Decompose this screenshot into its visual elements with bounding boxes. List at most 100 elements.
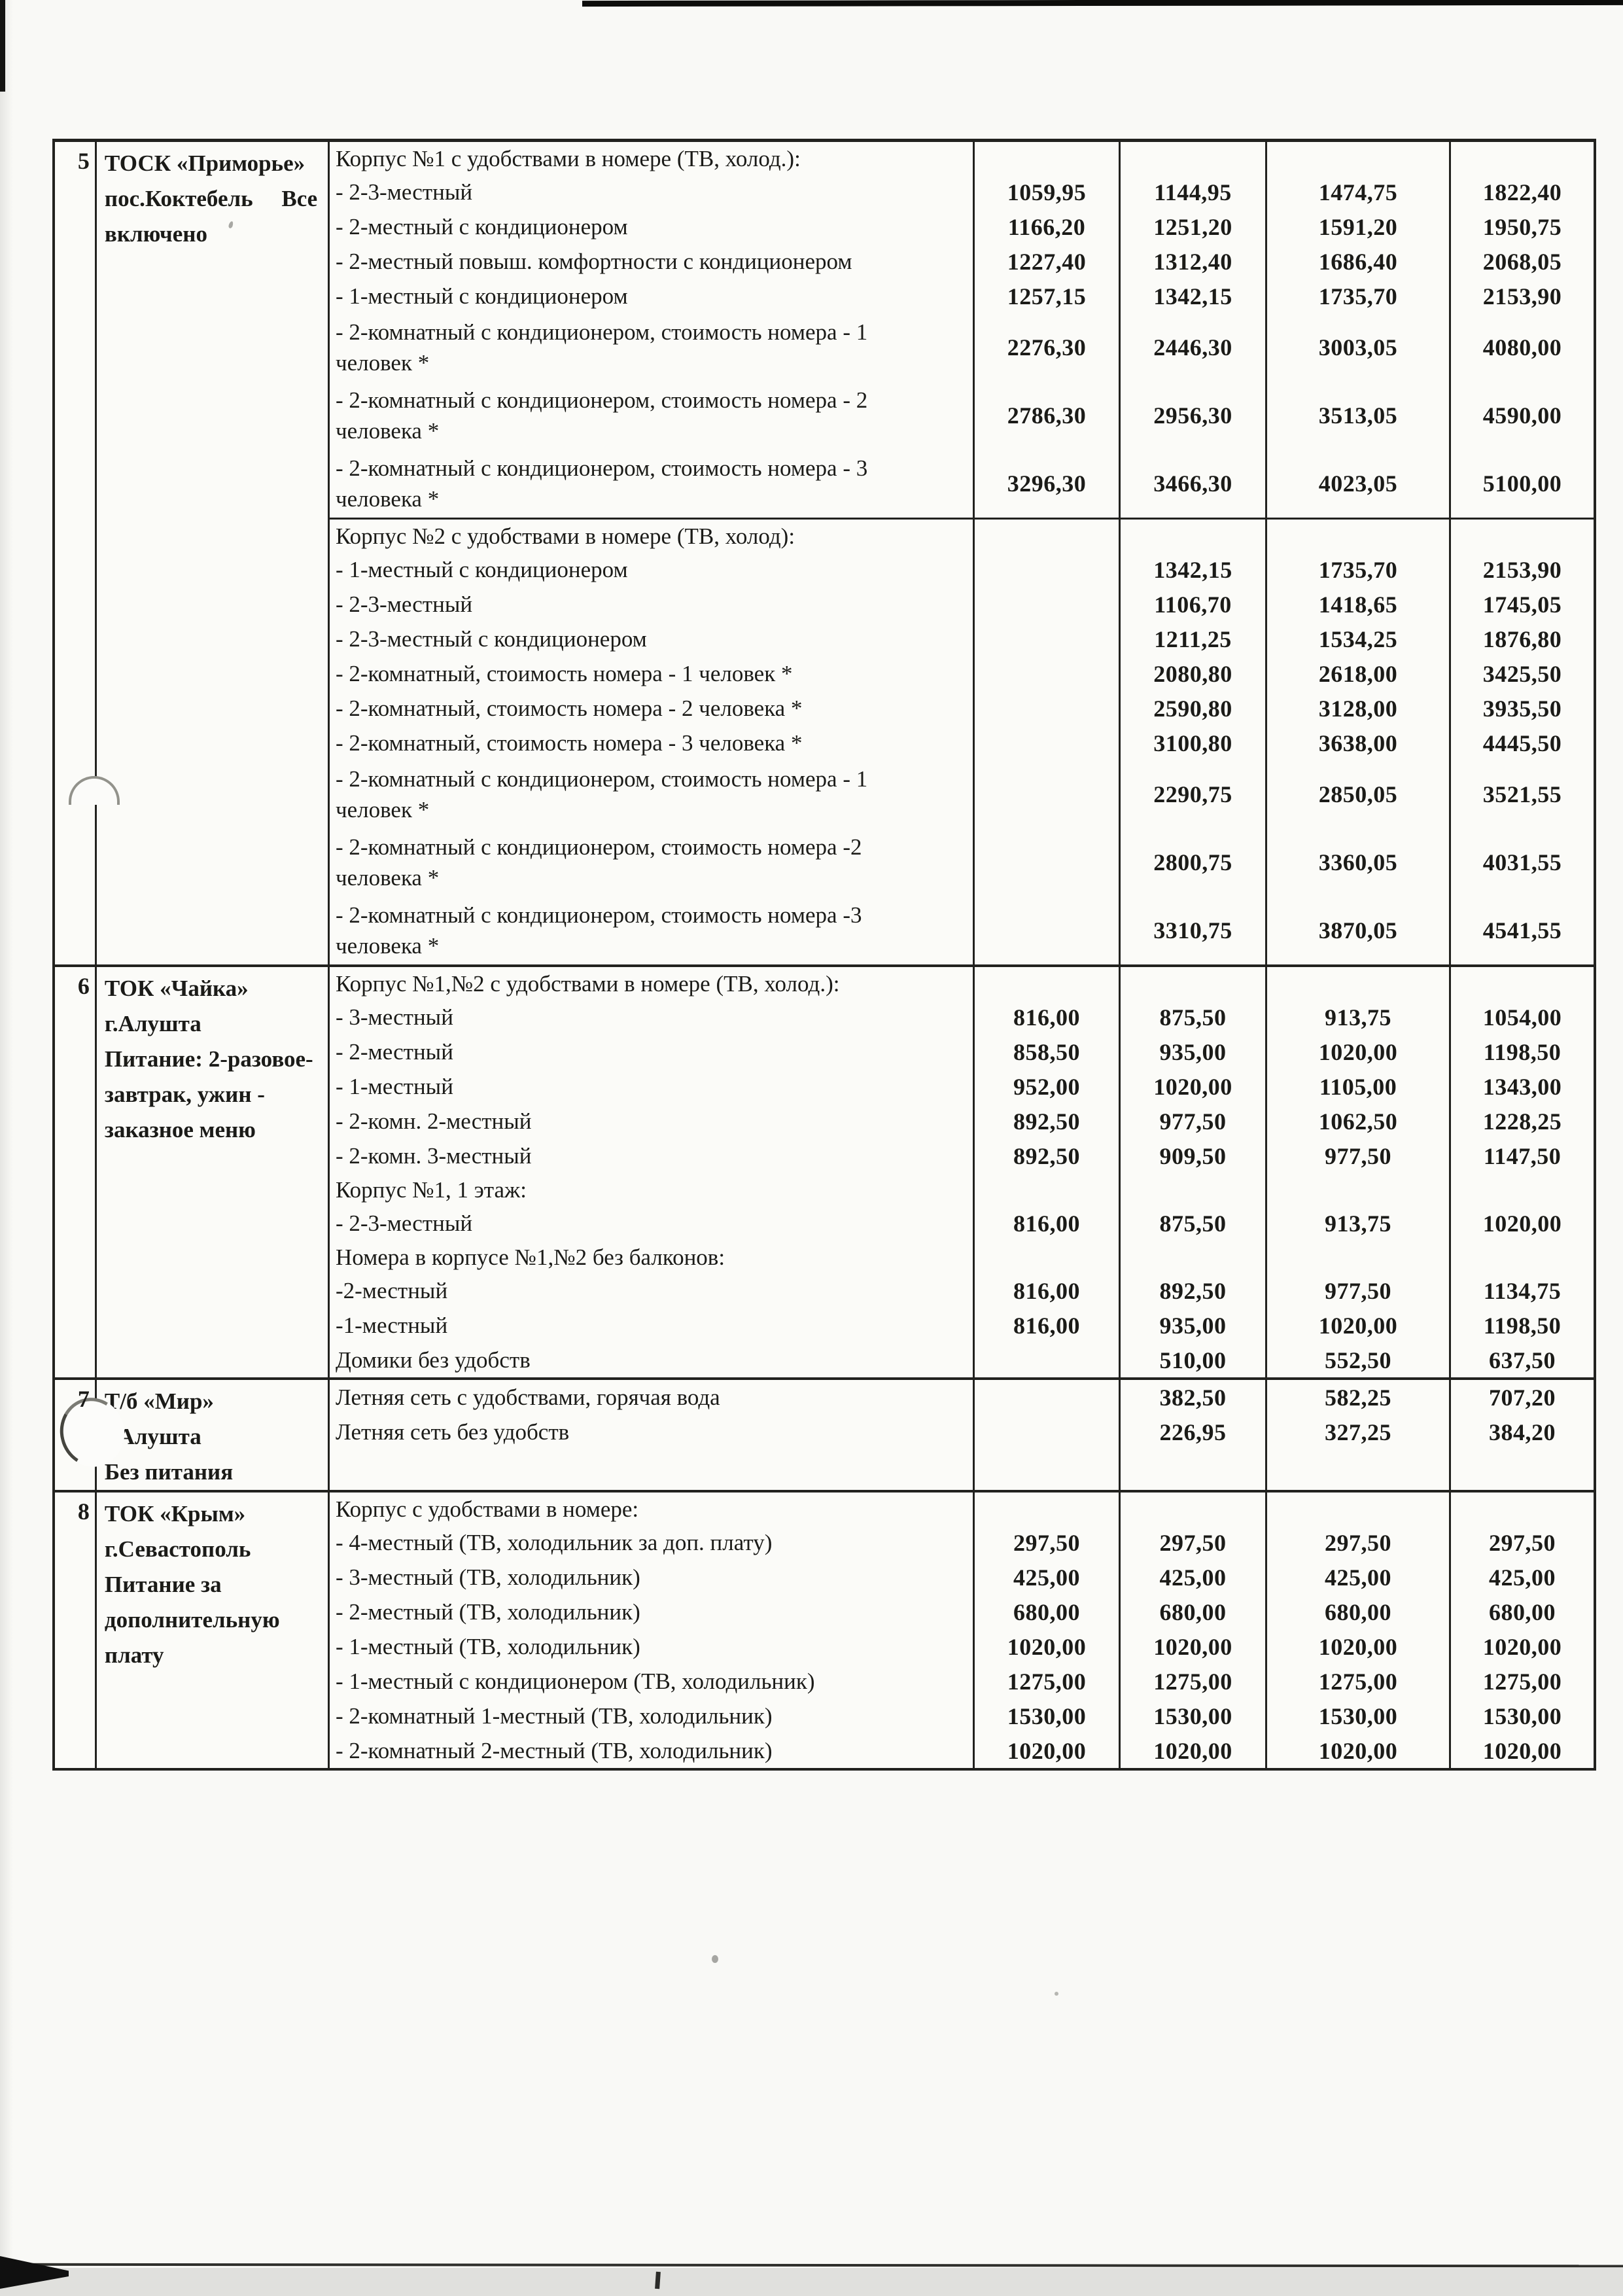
price-cell: 858,50: [975, 1034, 1121, 1069]
price-cell: [975, 587, 1121, 622]
price-cell: 875,50: [1121, 1206, 1267, 1241]
price-cell: 952,00: [975, 1069, 1121, 1104]
price-cell: [1267, 967, 1451, 1000]
price-row: - 2-комн. 2-местный 892,50 977,50 1062,50 12…: [330, 1104, 1594, 1139]
price-cell: 2800,75: [1121, 828, 1267, 896]
room-type-label: - 2-3-местный с кондиционером: [330, 622, 975, 656]
subheader-row: Корпус №2 с удобствами в номере (ТВ, хол…: [330, 518, 1594, 552]
table-section-8: 8 ТОК «Крым» г.Севастополь Питание за дополн…: [55, 1490, 1594, 1768]
price-cell: [1451, 1492, 1594, 1525]
price-row: - 2-3-местный 1106,70 1418,65 1745,05: [330, 587, 1594, 622]
resort-name-line: заказное меню: [104, 1117, 256, 1142]
price-cell: [975, 1380, 1121, 1415]
price-row: - 1-местный с кондиционером 1342,15 1735,7…: [330, 552, 1594, 587]
subheader-row: Корпус №1,№2 с удобствами в номере (ТВ, …: [330, 967, 1594, 1000]
room-type-label: Домики без удобств: [330, 1343, 975, 1377]
price-cell: 680,00: [1121, 1595, 1267, 1629]
price-cell: 425,00: [1121, 1560, 1267, 1595]
price-cell: 1591,20: [1267, 209, 1451, 244]
price-cell: [1121, 967, 1267, 1000]
filler-cell: [975, 1449, 1121, 1490]
subheader-row: Номера в корпусе №1,№2 без балконов:: [330, 1241, 1594, 1273]
price-cell: 2446,30: [1121, 313, 1267, 381]
price-cell: 1198,50: [1483, 1312, 1562, 1339]
price-cell: 1020,00: [1121, 1733, 1267, 1768]
price-cell: 1257,15: [975, 279, 1121, 313]
row-number-cell: 5: [55, 142, 97, 964]
price-cell: 935,00: [1121, 1308, 1267, 1343]
price-cell: 816,00: [975, 1206, 1121, 1241]
building-subheader: Корпус №2 с удобствами в номере (ТВ, хол…: [330, 520, 975, 552]
price-cell: 3521,55: [1482, 781, 1562, 807]
section-rows: Корпус №1 с удобствами в номере (ТВ, хол…: [330, 142, 1594, 964]
resort-name-line: включено: [104, 221, 207, 247]
price-cell: 1020,00: [1121, 1629, 1267, 1664]
resort-name-cell: Т/б «Мир» г.Алушта Без питания: [97, 1380, 330, 1490]
price-cell: 1054,00: [1482, 1004, 1562, 1031]
price-cell: 2590,80: [1121, 691, 1267, 726]
price-cell: 1251,20: [1121, 209, 1267, 244]
room-type-label: - 2-комнатный, стоимость номера - 3 чело…: [330, 726, 975, 760]
price-cell: 3638,00: [1267, 726, 1451, 760]
table-section-7: 7 Т/б «Мир» г.Алушта Без питания Летняя сеть…: [55, 1377, 1594, 1490]
price-cell: 1020,00: [1121, 1069, 1267, 1104]
price-row: - 4-местный (ТВ, холодильник за доп. пла…: [330, 1525, 1594, 1560]
price-cell: 680,00: [975, 1595, 1121, 1629]
subheader-row: Корпус №1 с удобствами в номере (ТВ, хол…: [330, 142, 1594, 175]
price-row: - 2-местный (ТВ, холодильник) 680,00 680,0…: [330, 1595, 1594, 1629]
price-cell: 1020,00: [1267, 1308, 1451, 1343]
price-cell: 1020,00: [975, 1629, 1121, 1664]
room-type-label: - 1-местный с кондиционером: [330, 552, 975, 587]
price-cell: [975, 656, 1121, 691]
room-type-label: - 2-комнатный с кондиционером, стоимость…: [330, 828, 975, 896]
price-cell: 2290,75: [1121, 760, 1267, 828]
filler-cell: [1267, 1449, 1451, 1490]
price-cell: 816,00: [975, 1308, 1121, 1343]
price-cell: 977,50: [1121, 1104, 1267, 1139]
price-cell: 816,00: [975, 1000, 1121, 1034]
price-row: - 2-местный с кондиционером 1166,20 1251,2…: [330, 209, 1594, 244]
resort-name-line: дополнительную: [104, 1607, 280, 1633]
table-section-5: 5 ТОСК «Приморье» пос.Коктебель Все включен…: [55, 142, 1594, 964]
price-row: - 3-местный 816,00 875,50 913,75 1054,00: [330, 1000, 1594, 1034]
price-cell: 935,00: [1121, 1034, 1267, 1069]
price-cell: 3360,05: [1267, 828, 1451, 896]
price-cell: [1267, 520, 1451, 552]
price-cell: 4031,55: [1482, 849, 1562, 875]
price-cell: 5100,00: [1482, 470, 1562, 497]
resort-name-line: Без питания: [104, 1459, 234, 1485]
resort-name-line: ТОК «Чайка»: [104, 976, 249, 1001]
price-cell: 552,50: [1267, 1343, 1451, 1377]
price-cell: [975, 622, 1121, 656]
resort-name-line: завтрак, ужин -: [104, 1082, 265, 1107]
scan-left-edge-shadow: [0, 0, 13, 2296]
price-cell: 1020,00: [1482, 1210, 1562, 1237]
resort-name-line: Питание: 2-разовое-: [104, 1046, 313, 1072]
price-cell: 1275,00: [1121, 1664, 1267, 1699]
price-cell: 2276,30: [975, 313, 1121, 381]
price-cell: 1134,75: [1483, 1277, 1562, 1304]
resort-name-line: Питание за: [104, 1572, 222, 1597]
price-cell: 680,00: [1267, 1595, 1451, 1629]
price-cell: 2956,30: [1121, 381, 1267, 450]
price-cell: 1530,00: [975, 1699, 1121, 1733]
price-cell: 1105,00: [1267, 1069, 1451, 1104]
building-subheader: Корпус №1 с удобствами в номере (ТВ, хол…: [330, 142, 975, 175]
room-type-label: - 2-местный повыш. комфортности с кондиц…: [330, 244, 975, 279]
resort-name-line: г.Алушта: [104, 1011, 201, 1036]
price-cell: 1312,40: [1121, 244, 1267, 279]
price-cell: 3935,50: [1482, 695, 1562, 722]
filler-row: [330, 1449, 1594, 1490]
price-cell: 1275,00: [1482, 1668, 1562, 1695]
price-cell: 1211,25: [1121, 622, 1267, 656]
price-cell: 1686,40: [1267, 244, 1451, 279]
subheader-row: Корпус №1, 1 этаж:: [330, 1173, 1594, 1206]
price-cell: 1876,80: [1482, 626, 1562, 652]
row-number: 6: [77, 973, 90, 999]
price-cell: [1451, 142, 1594, 175]
price-row: - 2-комнатный с кондиционером, стоимость…: [330, 760, 1594, 828]
price-cell: 4080,00: [1482, 334, 1562, 361]
room-type-label: - 2-комн. 3-местный: [330, 1139, 975, 1173]
price-cell: 1228,25: [1482, 1108, 1562, 1135]
